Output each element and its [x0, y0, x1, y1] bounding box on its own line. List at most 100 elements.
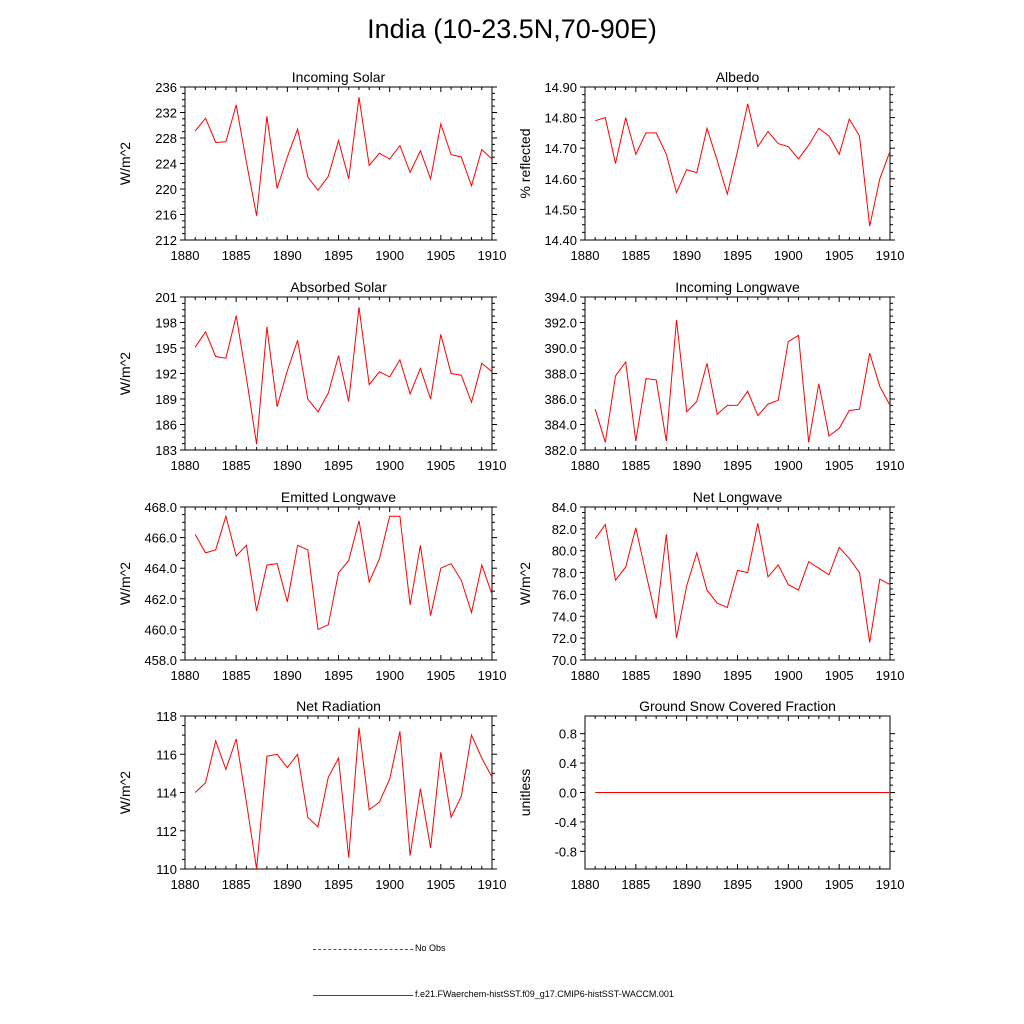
panel-6-xtick-label: 1910 — [876, 668, 905, 683]
panel-3-xtick-label: 1885 — [222, 458, 251, 473]
panel-4-ytick-label: 394.0 — [544, 290, 577, 305]
panel-1-xtick-label: 1890 — [273, 248, 302, 263]
panel-5-xtick-label: 1890 — [273, 668, 302, 683]
panel-2-ytick-label: 14.90 — [544, 80, 577, 95]
panel-5-xtick-label: 1905 — [426, 668, 455, 683]
panel-2-xtick-label: 1900 — [774, 248, 803, 263]
panel-4-ytick-label: 392.0 — [544, 316, 577, 331]
panel-6-series-line — [594, 523, 891, 643]
panel-6-ytick-label: 74.0 — [552, 609, 577, 624]
panel-3-xtick-label: 1895 — [324, 458, 353, 473]
panel-3-ytick-label: 189 — [155, 392, 177, 407]
panel-4-xtick-label: 1905 — [825, 458, 854, 473]
panel-1-xtick-label: 1910 — [478, 248, 507, 263]
panel-1-ytick-label: 228 — [155, 131, 177, 146]
panel-7-series-line — [194, 727, 493, 870]
panel-7-xtick-label: 1880 — [171, 877, 200, 892]
panel-7-ytick-label: 112 — [156, 824, 177, 839]
panel-1-xtick-label: 1885 — [222, 248, 251, 263]
panel-5-xtick-label: 1895 — [324, 668, 353, 683]
panel-5-xtick-label: 1910 — [478, 668, 507, 683]
panel-8-xtick-label: 1890 — [672, 877, 701, 892]
panel-3-ytick-label: 192 — [155, 367, 177, 382]
panel-4-xtick-label: 1910 — [876, 458, 905, 473]
panel-1-ytick-label: 236 — [155, 80, 177, 95]
panel-2-title: Albedo — [716, 69, 760, 85]
legend-model-label: f.e21.FWaerchem-histSST.f09_g17.CMIP6-hi… — [415, 989, 674, 999]
panel-7-title: Net Radiation — [296, 698, 381, 714]
panel-3-ylabel: W/m^2 — [117, 352, 133, 395]
panel-3-ytick-label: 186 — [155, 418, 177, 433]
panel-7-xtick-label: 1890 — [273, 877, 302, 892]
panel-1-ytick-label: 212 — [155, 233, 177, 248]
panel-8-xtick-label: 1885 — [621, 877, 650, 892]
panel-7-xtick-label: 1910 — [478, 877, 507, 892]
panel-5-ytick-label: 460.0 — [144, 622, 177, 637]
panel-4-title: Incoming Longwave — [675, 279, 800, 295]
panel-2-ylabel: % reflected — [517, 128, 533, 198]
page-title: India (10-23.5N,70-90E) — [367, 14, 657, 44]
legend-model-line — [313, 995, 413, 996]
panel-3-title: Absorbed Solar — [290, 279, 387, 295]
panel-1-title: Incoming Solar — [292, 69, 386, 85]
panel-2-xtick-label: 1890 — [672, 248, 701, 263]
panel-5-ytick-label: 462.0 — [144, 592, 177, 607]
panel-4-ytick-label: 390.0 — [544, 341, 577, 356]
panel-8-xtick-label: 1900 — [774, 877, 803, 892]
panel-4-xtick-label: 1900 — [774, 458, 803, 473]
panel-3-ytick-label: 195 — [155, 341, 177, 356]
panel-4-frame — [584, 296, 891, 451]
panel-3-series-line — [194, 307, 493, 445]
panel-5-ytick-label: 468.0 — [144, 500, 177, 515]
panel-5-series-line — [194, 514, 493, 631]
panel-2-xtick-label: 1905 — [825, 248, 854, 263]
panel-4-xtick-label: 1895 — [723, 458, 752, 473]
panel-2-series-line — [595, 103, 891, 227]
panel-6-ytick-label: 78.0 — [552, 566, 577, 581]
panel-2-ytick-label: 14.60 — [544, 172, 577, 187]
panel-8-xtick-label: 1905 — [825, 877, 854, 892]
panel-8-ytick-label: 0.8 — [559, 727, 577, 742]
panel-3-xtick-label: 1910 — [478, 458, 507, 473]
panel-2-xtick-label: 1895 — [723, 248, 752, 263]
panel-5-frame — [184, 506, 493, 661]
panel-1-xtick-label: 1900 — [375, 248, 404, 263]
panel-6-ytick-label: 72.0 — [552, 631, 577, 646]
panel-6-xtick-label: 1885 — [621, 668, 650, 683]
legend-obs-line — [313, 949, 413, 950]
panel-1-ytick-label: 232 — [155, 106, 177, 121]
panel-6-ytick-label: 76.0 — [552, 587, 577, 602]
panel-8-title: Ground Snow Covered Fraction — [639, 698, 836, 714]
panel-3-xtick-label: 1900 — [375, 458, 404, 473]
panel-5-ylabel: W/m^2 — [117, 562, 133, 605]
panel-8-ytick-label: 0.0 — [559, 786, 577, 801]
panel-6-ytick-label: 82.0 — [552, 522, 577, 537]
panel-3-ytick-label: 183 — [155, 443, 177, 458]
panel-7-ytick-label: 114 — [156, 786, 177, 801]
panel-8-xtick-label: 1910 — [876, 877, 905, 892]
panel-3-xtick-label: 1890 — [273, 458, 302, 473]
panel-5-ytick-label: 464.0 — [144, 561, 177, 576]
panel-8-ytick-label: 0.4 — [559, 756, 577, 771]
panel-3-xtick-label: 1905 — [426, 458, 455, 473]
panel-2-ytick-label: 14.80 — [544, 111, 577, 126]
panel-1-ytick-label: 224 — [155, 157, 177, 172]
panel-1-ytick-label: 216 — [155, 208, 177, 223]
panel-8-xtick-label: 1895 — [723, 877, 752, 892]
panel-5-ytick-label: 466.0 — [144, 531, 177, 546]
panel-5-xtick-label: 1885 — [222, 668, 251, 683]
panel-1-ytick-label: 220 — [155, 182, 177, 197]
panel-6-ytick-label: 70.0 — [552, 653, 577, 668]
panel-7-frame — [184, 715, 493, 870]
panel-8-ylabel: unitless — [517, 769, 533, 816]
panel-4-xtick-label: 1890 — [672, 458, 701, 473]
panel-2-xtick-label: 1910 — [876, 248, 905, 263]
panel-6-frame — [584, 506, 891, 661]
panel-2-xtick-label: 1885 — [621, 248, 650, 263]
panel-1-xtick-label: 1905 — [426, 248, 455, 263]
panel-6-ytick-label: 80.0 — [552, 544, 577, 559]
panel-2-xtick-label: 1880 — [571, 248, 600, 263]
panel-8-ytick-label: -0.4 — [555, 815, 577, 830]
panel-6-xtick-label: 1890 — [672, 668, 701, 683]
panel-6-xtick-label: 1900 — [774, 668, 803, 683]
